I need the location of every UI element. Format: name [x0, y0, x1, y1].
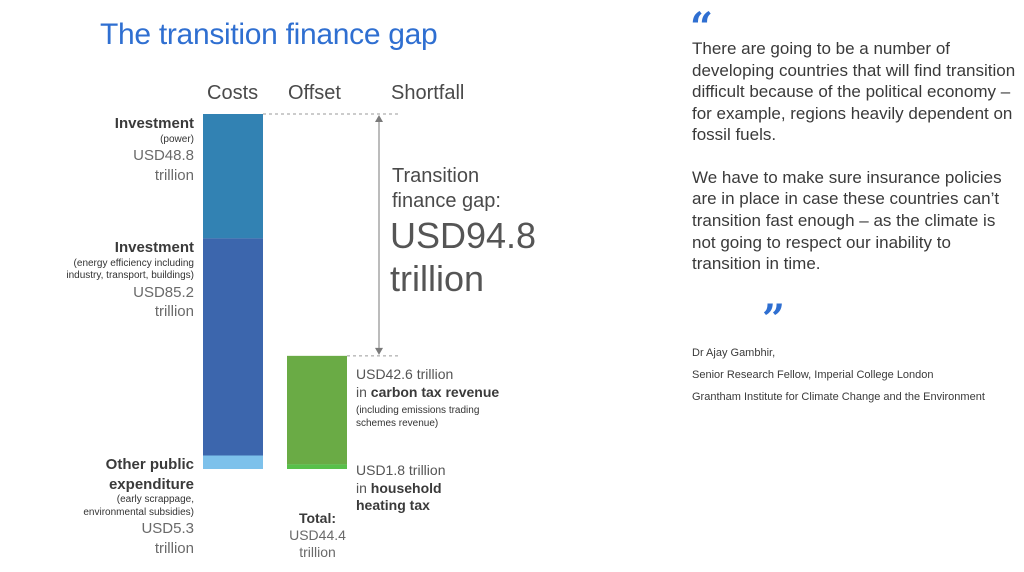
cost-bar-other	[203, 455, 263, 469]
shortfall-label-line1: Transition	[392, 165, 480, 187]
attribution-name: Dr Ajay Gambhir,	[692, 347, 776, 359]
offset-label-heating-tax: USD1.8 trillion in household heating tax	[356, 462, 486, 515]
attribution-role: Senior Research Fellow, Imperial College…	[692, 369, 934, 381]
offset-detail-carbon-tax: (including emissions trading schemes rev…	[356, 405, 480, 429]
shortfall-label-line2: finance gap:	[392, 190, 501, 212]
open-quote-icon: “	[690, 4, 714, 51]
cost-unit-efficiency: trillion	[154, 303, 194, 320]
close-quote-icon: ”	[762, 296, 786, 343]
column-header-offset: Offset	[288, 82, 341, 104]
shortfall-arrow-head-up	[375, 115, 383, 122]
cost-label-other: Other public expenditure (early scrappag…	[60, 455, 194, 558]
offset-total-label: Total:	[298, 510, 337, 526]
cost-detail-other: (early scrappage, environmental subsidie…	[83, 494, 194, 518]
offset-value-heating-tax: USD1.8 trillion	[356, 462, 446, 478]
offset-prefix-heating-tax: in	[356, 479, 367, 496]
column-header-costs: Costs	[207, 82, 259, 104]
cost-value-power: USD48.8	[133, 147, 194, 164]
offset-total: Total: USD44.4 trillion	[270, 510, 365, 560]
cost-bar-efficiency	[203, 238, 263, 456]
shortfall-value: USD94.8	[390, 215, 537, 256]
cost-name-power: Investment	[114, 115, 194, 132]
cost-unit-other: trillion	[154, 539, 194, 557]
shortfall-label: Transition finance gap:	[392, 164, 501, 214]
cost-bar-power	[203, 114, 263, 239]
cost-value-other: USD5.3	[141, 520, 194, 537]
offset-total-value: USD44.4	[289, 526, 346, 543]
quote-paragraph-2: We have to make sure insurance policies …	[692, 167, 1002, 274]
offset-name-carbon-tax: carbon tax revenue	[370, 383, 500, 400]
column-header-shortfall: Shortfall	[391, 82, 465, 104]
offset-bar-heating-tax	[287, 464, 347, 469]
offset-label-carbon-tax: USD42.6 trillion in carbon tax revenue (…	[356, 366, 506, 430]
quote-paragraph-1: There are going to be a number of develo…	[692, 39, 1016, 145]
page-title: The transition finance gap	[100, 18, 438, 51]
cost-name-other: Other public expenditure	[105, 456, 194, 493]
offset-bar-carbon-tax	[287, 355, 347, 465]
cost-value-efficiency: USD85.2	[133, 283, 194, 301]
shortfall-arrow-head-down	[375, 347, 383, 355]
cost-detail-power: (power)	[160, 133, 194, 145]
offset-value-carbon-tax: USD42.6 trillion	[356, 366, 454, 382]
offset-prefix-carbon-tax: in	[356, 383, 367, 400]
cost-name-efficiency: Investment	[114, 239, 194, 256]
cost-label-efficiency: Investment (energy efficiency including …	[60, 238, 194, 322]
cost-label-power: Investment (power) USD48.8 trillion	[60, 114, 194, 185]
cost-detail-efficiency: (energy efficiency including industry, t…	[66, 257, 194, 282]
attribution: Dr Ajay Gambhir, Senior Research Fellow,…	[692, 342, 1012, 408]
shortfall-unit: trillion	[390, 258, 485, 300]
attribution-org: Grantham Institute for Climate Change an…	[692, 391, 985, 403]
shortfall-value-block: USD94.8 trillion	[390, 214, 536, 300]
offset-name-heating-tax: household heating tax	[356, 479, 442, 514]
quote-text: There are going to be a number of develo…	[692, 38, 1018, 296]
offset-total-unit: trillion	[299, 543, 336, 560]
cost-unit-power: trillion	[154, 166, 194, 184]
